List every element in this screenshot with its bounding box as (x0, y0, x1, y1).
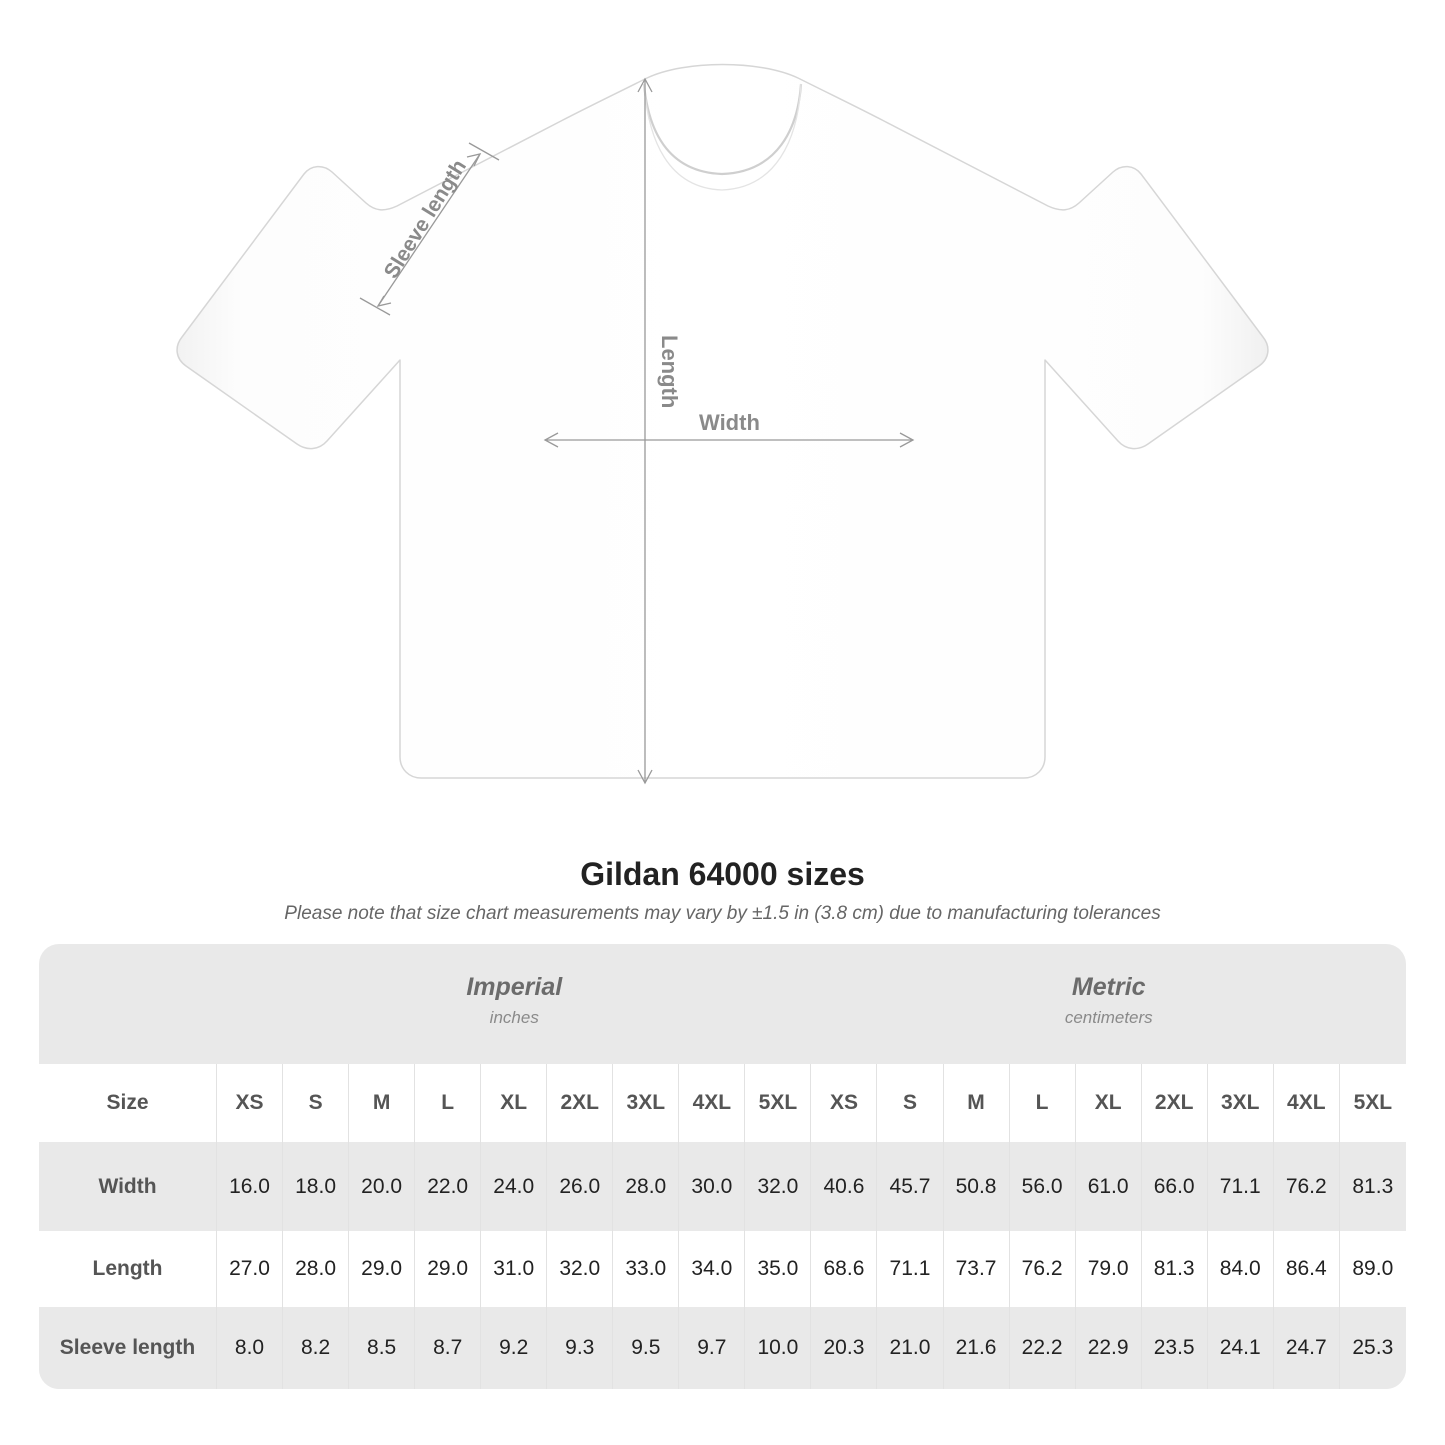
svg-text:Width: Width (699, 410, 760, 435)
svg-text:Length: Length (657, 335, 682, 408)
